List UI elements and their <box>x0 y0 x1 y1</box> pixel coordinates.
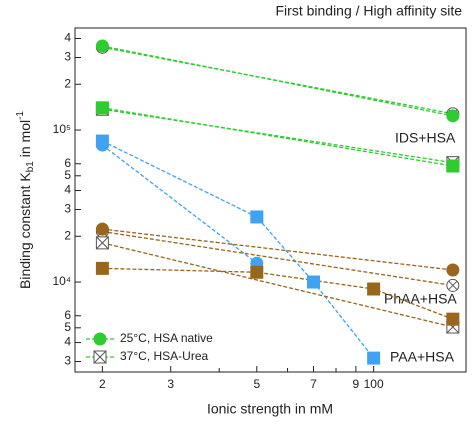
annotation: PAA+HSA <box>390 349 455 365</box>
y-tick-label: 3 <box>64 202 71 216</box>
y-tick-label: 6 <box>64 308 71 322</box>
legend-label: 25°C, HSA native <box>120 331 213 345</box>
marker-shape <box>307 275 321 289</box>
marker <box>446 109 460 123</box>
marker <box>95 39 109 53</box>
annotation: PhAA+HSA <box>384 291 457 307</box>
marker-shape <box>446 312 460 326</box>
marker-shape <box>93 332 107 346</box>
x-tick-label: 5 <box>253 377 260 391</box>
y-label-part: Binding constant K <box>17 172 33 289</box>
y-tick-label: 10⁴ <box>52 274 71 288</box>
marker-shape <box>367 282 381 296</box>
x-tick-label: 100 <box>364 377 384 391</box>
x-axis-label: Ionic strength in mM <box>207 401 333 417</box>
y-label-sup: -1 <box>15 111 26 120</box>
marker-shape <box>95 101 109 115</box>
marker-shape <box>446 109 460 123</box>
marker <box>446 312 460 326</box>
annotation: IDS+HSA <box>395 130 456 146</box>
series-line <box>102 228 453 271</box>
marker <box>95 236 109 250</box>
marker <box>446 159 460 173</box>
y-tick-label: 2 <box>64 228 71 242</box>
marker <box>367 351 381 365</box>
marker-shape <box>446 159 460 173</box>
y-tick-label: 10⁵ <box>53 122 71 136</box>
y-axis-label: Binding constant Kb1 in mol-1 <box>15 111 36 289</box>
marker-shape <box>367 351 381 365</box>
series-line <box>102 107 453 167</box>
y-label-part: in mol <box>17 120 33 161</box>
marker-cross <box>96 236 109 250</box>
marker-shape <box>250 265 264 279</box>
chart-title: First binding / High affinity site <box>276 3 463 19</box>
marker-shape <box>95 39 109 53</box>
marker <box>95 222 109 236</box>
y-tick-label: 5 <box>64 320 71 334</box>
marker <box>95 101 109 115</box>
series-line <box>102 45 453 117</box>
series-line <box>102 242 453 328</box>
marker <box>446 263 460 277</box>
marker <box>93 350 107 364</box>
y-tick-label: 3 <box>64 354 71 368</box>
marker-cross <box>93 350 107 364</box>
marker-shape <box>250 210 264 224</box>
marker-shape <box>95 134 109 148</box>
marker <box>93 332 107 346</box>
y-tick-label: 6 <box>64 156 71 170</box>
series-line <box>102 108 453 164</box>
y-tick-label: 4 <box>64 183 71 197</box>
x-tick-label: 2 <box>99 377 106 391</box>
y-tick-label: 4 <box>64 31 71 45</box>
marker-cross <box>448 281 458 290</box>
legend-label: 37°C, HSA-Urea <box>120 349 208 363</box>
series-line <box>102 230 453 287</box>
series-line <box>102 46 453 115</box>
y-tick-label: 2 <box>64 76 71 90</box>
marker <box>250 210 264 224</box>
marker <box>446 278 460 292</box>
marker <box>95 134 109 148</box>
series-line <box>101 144 258 264</box>
marker <box>250 265 264 279</box>
y-tick-label: 5 <box>64 168 71 182</box>
x-tick-label: 9 <box>353 377 360 391</box>
plot-frame <box>74 27 467 373</box>
x-tick-label: 3 <box>167 377 174 391</box>
marker-shape <box>95 261 109 275</box>
y-label-sub: b1 <box>25 161 36 173</box>
y-tick-label: 4 <box>64 335 71 349</box>
marker <box>367 282 381 296</box>
marker-shape <box>446 263 460 277</box>
marker <box>307 275 321 289</box>
marker <box>95 261 109 275</box>
x-tick-label: 7 <box>310 377 317 391</box>
series-line <box>102 140 375 359</box>
y-tick-label: 3 <box>64 50 71 64</box>
marker-shape <box>95 222 109 236</box>
